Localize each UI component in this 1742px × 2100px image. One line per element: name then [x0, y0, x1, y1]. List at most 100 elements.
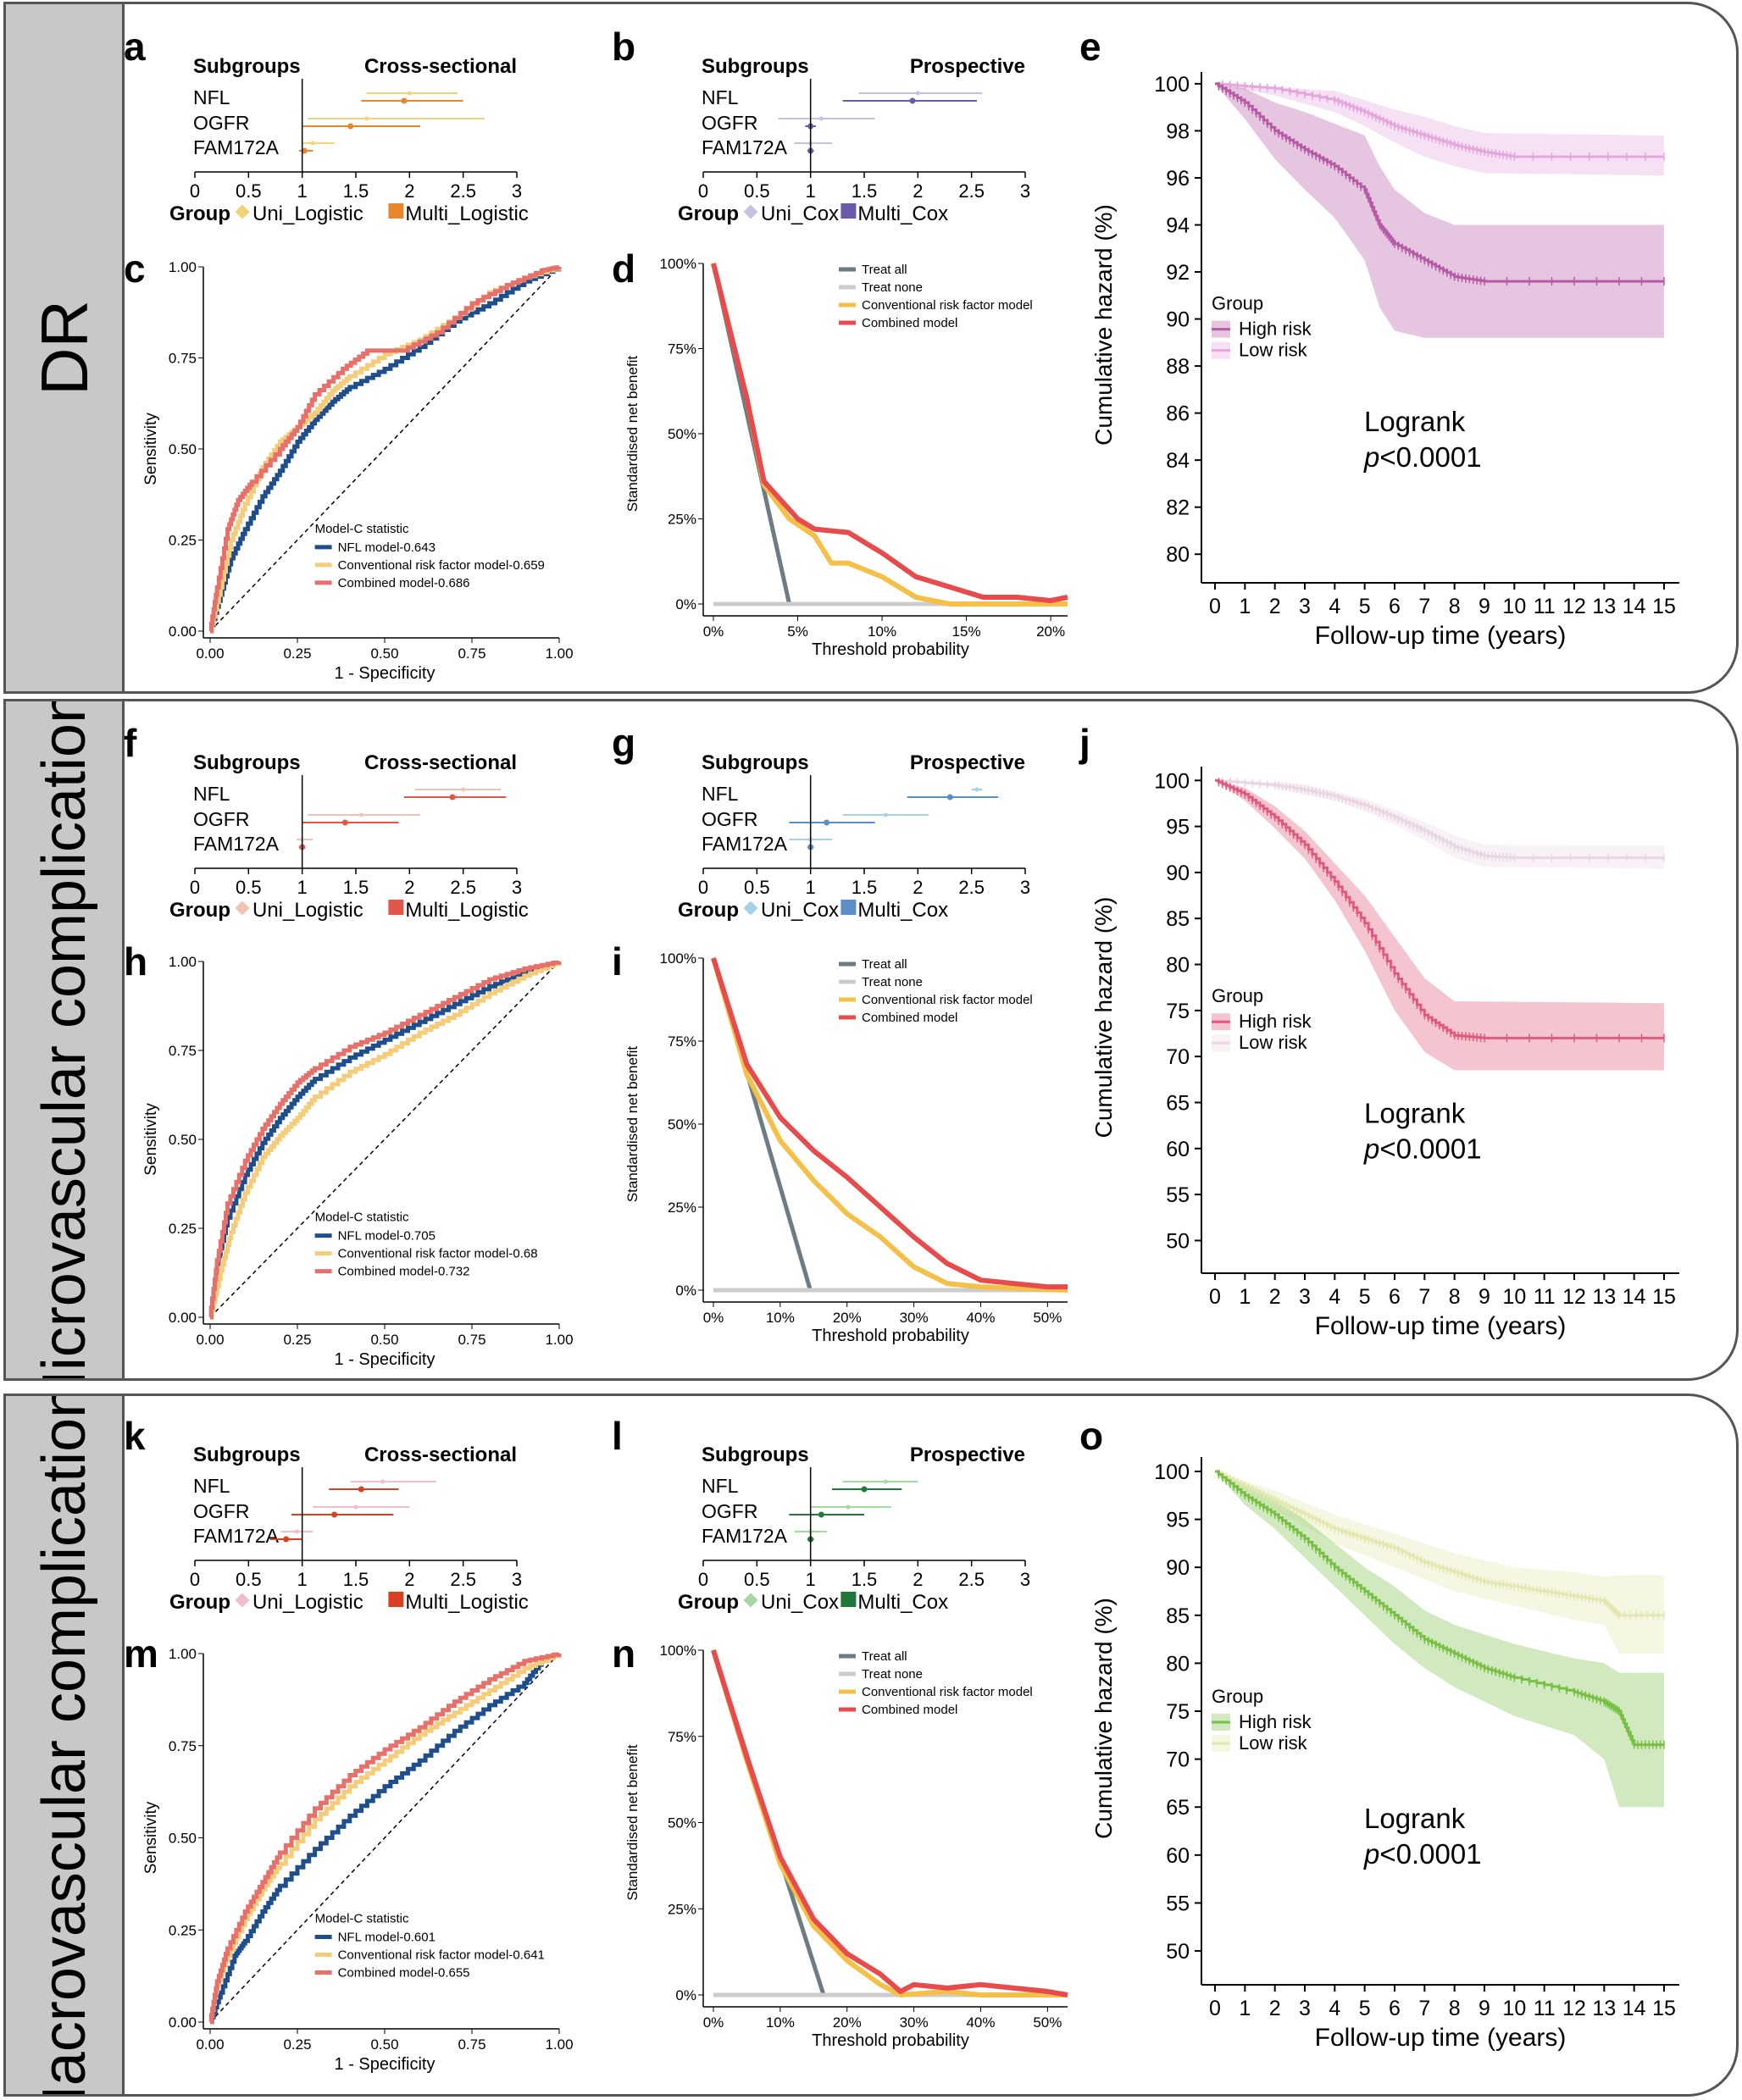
y-tick-label: 0.00	[169, 623, 197, 640]
multi-legend-key	[388, 1592, 404, 1607]
subgroup-label: FAM172A	[193, 833, 280, 855]
roc-series-line	[209, 961, 562, 1320]
x-tick-label: 1.5	[852, 180, 878, 202]
y-tick-label: 90	[1166, 308, 1190, 332]
x-tick-label: 0.75	[458, 2036, 485, 2053]
study-header: Prospective	[910, 1443, 1025, 1466]
logrank-label: Logrank	[1364, 406, 1466, 437]
x-tick-label: 1.00	[545, 646, 573, 662]
x-tick-label: 2	[1269, 1285, 1281, 1309]
multi-legend-label: Multi_Logistic	[405, 1591, 528, 1614]
x-tick-label: 0.00	[196, 646, 224, 662]
x-tick-label: 8	[1449, 1997, 1461, 2020]
x-tick-label: 1	[297, 180, 308, 202]
y-tick-label: 55	[1166, 1183, 1190, 1207]
y-tick-label: 85	[1166, 1604, 1190, 1628]
multi-estimate-point	[818, 1511, 824, 1518]
x-tick-label: 3	[512, 180, 522, 202]
multi-estimate-point	[824, 819, 830, 826]
x-tick-label: 0	[698, 1569, 708, 1590]
x-tick-label: 50%	[1033, 2014, 1062, 2031]
roc-curve-macrovascular: 0.00 0.25 0.50 0.75 1.00 0.00 0.25 0.50 0.75 1.00…	[142, 1646, 574, 2074]
row-label-dr: DR	[3, 2, 125, 694]
y-tick-label: 50%	[668, 1815, 696, 1831]
legend-title: Group	[1212, 1686, 1263, 1707]
y-axis-title: Sensitivity	[142, 1103, 160, 1176]
forest-plot-cross-sectional-microvascular: Subgroups Cross-sectional NFL OGFR FAM172A 0 0…	[169, 751, 529, 922]
uni-estimate-point	[353, 1504, 358, 1510]
multi-estimate-point	[341, 819, 348, 826]
p-value: p<0.0001	[1363, 1838, 1482, 1870]
uni-estimate-point	[883, 1479, 888, 1484]
uni-estimate-point	[380, 1479, 386, 1484]
p-value: p<0.0001	[1363, 441, 1482, 473]
x-tick-label: 9	[1478, 595, 1490, 618]
x-tick-label: 9	[1478, 1285, 1490, 1309]
panel-letter-f: f	[124, 721, 137, 765]
row-label-microvascular: Microvascular complications	[3, 699, 125, 1381]
x-tick-label: 11	[1534, 595, 1556, 618]
dca-series-line	[711, 263, 1068, 607]
multi-estimate-point	[861, 1486, 868, 1493]
x-tick-label: 2	[913, 180, 923, 202]
multi-legend-key	[840, 900, 857, 915]
x-tick-label: 10%	[868, 623, 896, 640]
y-tick-label: 0%	[675, 1987, 696, 2003]
multi-legend-label: Multi_Cox	[857, 202, 948, 225]
y-tick-label: 25%	[668, 512, 696, 528]
subgroup-label: NFL	[193, 783, 230, 805]
uni-legend-key	[235, 204, 250, 219]
subgroup-label: OGFR	[193, 1500, 249, 1522]
x-tick-label: 6	[1389, 1997, 1401, 2020]
x-tick-label: 20%	[1036, 623, 1065, 640]
x-tick-label: 0	[698, 877, 708, 898]
x-tick-label: 1.5	[852, 877, 878, 898]
x-tick-label: 3	[1299, 1997, 1311, 2020]
x-tick-label: 5	[1359, 1997, 1371, 2020]
multi-estimate-point	[946, 794, 953, 801]
legend-label: Conventional risk factor model	[862, 298, 1033, 313]
y-tick-label: 60	[1166, 1138, 1190, 1161]
x-tick-label: 1	[806, 877, 816, 898]
uni-estimate-point	[310, 141, 315, 146]
x-tick-label: 0	[1209, 595, 1221, 618]
x-tick-label: 11	[1534, 1997, 1556, 2020]
panel-letter-g: g	[612, 721, 636, 765]
x-tick-label: 15	[1652, 595, 1676, 618]
logrank-label: Logrank	[1364, 1803, 1466, 1834]
y-tick-label: 100%	[660, 950, 696, 967]
y-tick-label: 90	[1166, 1556, 1190, 1580]
y-tick-label: 1.00	[169, 1646, 197, 1662]
y-tick-label: 100	[1154, 1460, 1190, 1484]
panel-letter-h: h	[124, 939, 148, 984]
uni-legend-label: Uni_Logistic	[252, 899, 363, 922]
uni-legend-label: Uni_Cox	[761, 899, 839, 922]
uni-estimate-point	[461, 787, 466, 792]
diagonal-reference	[209, 1653, 560, 2023]
x-tick-label: 1	[806, 180, 816, 202]
x-axis-title: Follow-up time (years)	[1315, 2024, 1567, 2052]
uni-legend-key	[743, 1593, 758, 1608]
y-axis-title: Cumulative hazard (%)	[1090, 1598, 1117, 1839]
x-tick-label: 13	[1592, 1285, 1616, 1309]
x-tick-label: 14	[1623, 1997, 1646, 2020]
uni-estimate-point	[364, 116, 369, 121]
p-symbol: p	[1363, 441, 1379, 473]
x-tick-label: 1.00	[545, 1332, 573, 1348]
x-tick-label: 10	[1502, 595, 1526, 618]
x-tick-label: 4	[1329, 595, 1340, 618]
y-tick-label: 100%	[660, 1643, 696, 1659]
x-tick-label: 14	[1623, 1285, 1646, 1309]
y-tick-label: 0.75	[169, 1738, 197, 1754]
uni-legend-key	[235, 900, 250, 916]
legend-title: Group	[169, 899, 230, 922]
x-tick-label: 0	[698, 180, 708, 202]
x-tick-label: 3	[1299, 595, 1311, 618]
x-tick-label: 0.00	[196, 2036, 224, 2053]
row-panel-dr	[122, 2, 1739, 694]
x-tick-label: 0.25	[283, 2036, 311, 2053]
y-tick-label: 86	[1166, 402, 1190, 426]
y-axis-title: Cumulative hazard (%)	[1090, 204, 1117, 446]
